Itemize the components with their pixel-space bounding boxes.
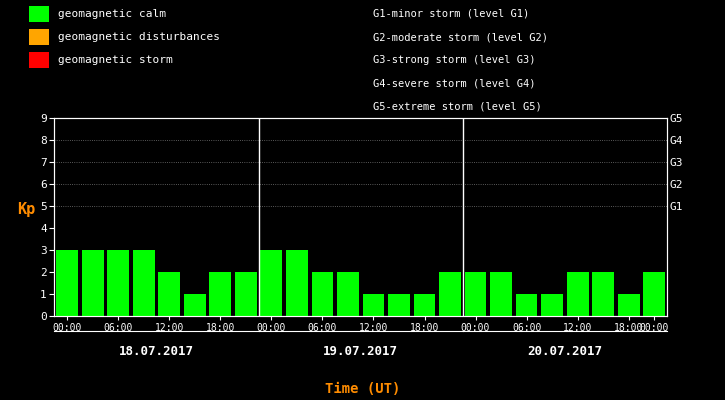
Text: geomagnetic disturbances: geomagnetic disturbances bbox=[58, 32, 220, 42]
Text: G1-minor storm (level G1): G1-minor storm (level G1) bbox=[373, 9, 530, 19]
Bar bbox=[542, 294, 563, 316]
Bar bbox=[210, 272, 231, 316]
Bar bbox=[158, 272, 180, 316]
Bar bbox=[618, 294, 639, 316]
Text: 19.07.2017: 19.07.2017 bbox=[323, 345, 398, 358]
Text: Time (UT): Time (UT) bbox=[325, 382, 400, 396]
Bar bbox=[184, 294, 206, 316]
Bar bbox=[133, 250, 154, 316]
Bar bbox=[337, 272, 359, 316]
Bar bbox=[643, 272, 665, 316]
Y-axis label: Kp: Kp bbox=[17, 202, 36, 217]
Bar bbox=[286, 250, 307, 316]
Text: 18.07.2017: 18.07.2017 bbox=[119, 345, 194, 358]
Bar bbox=[107, 250, 129, 316]
Bar bbox=[490, 272, 512, 316]
Text: 20.07.2017: 20.07.2017 bbox=[527, 345, 602, 358]
Bar bbox=[57, 250, 78, 316]
Bar bbox=[515, 294, 537, 316]
Text: G4-severe storm (level G4): G4-severe storm (level G4) bbox=[373, 78, 536, 89]
Bar bbox=[82, 250, 104, 316]
Bar bbox=[465, 272, 486, 316]
Text: G2-moderate storm (level G2): G2-moderate storm (level G2) bbox=[373, 32, 548, 42]
Bar bbox=[260, 250, 282, 316]
Bar bbox=[235, 272, 257, 316]
Bar bbox=[388, 294, 410, 316]
Bar bbox=[567, 272, 589, 316]
Bar bbox=[592, 272, 614, 316]
Bar bbox=[362, 294, 384, 316]
Bar bbox=[439, 272, 461, 316]
Text: geomagnetic calm: geomagnetic calm bbox=[58, 9, 166, 19]
Text: G5-extreme storm (level G5): G5-extreme storm (level G5) bbox=[373, 102, 542, 112]
Bar bbox=[414, 294, 435, 316]
Text: G3-strong storm (level G3): G3-strong storm (level G3) bbox=[373, 56, 536, 66]
Bar bbox=[312, 272, 334, 316]
Text: geomagnetic storm: geomagnetic storm bbox=[58, 56, 173, 66]
